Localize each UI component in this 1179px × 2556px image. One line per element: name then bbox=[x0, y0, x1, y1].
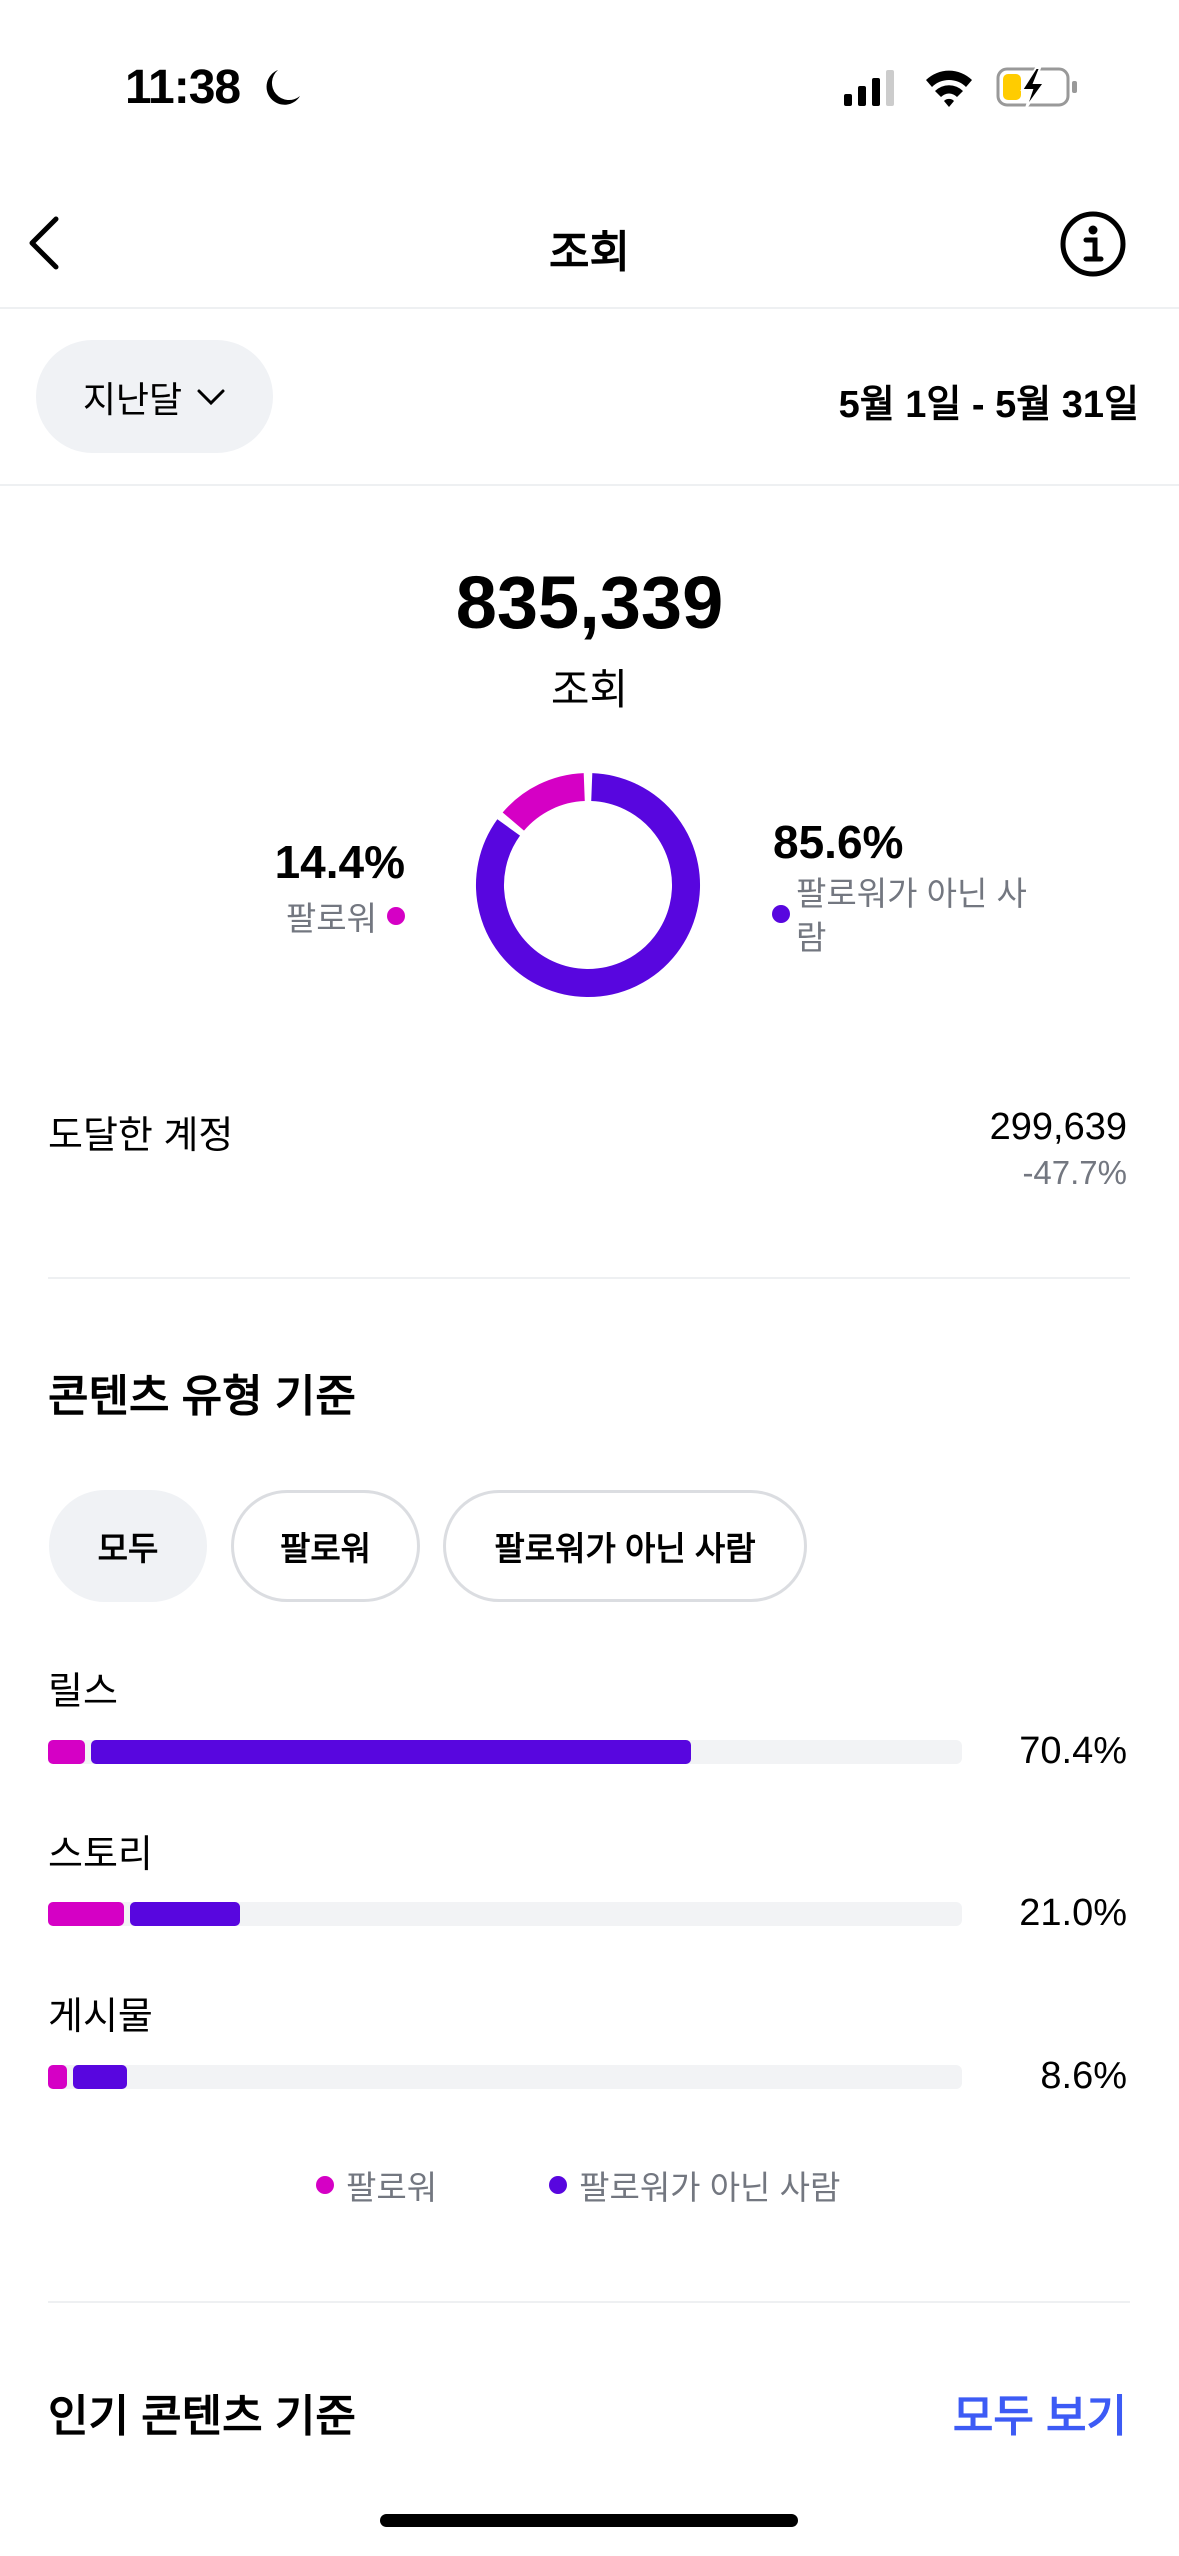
total-views: 835,339 bbox=[455, 561, 724, 644]
top-content-title: 인기 콘텐츠 기준 bbox=[48, 2392, 356, 2441]
divider bbox=[48, 1277, 1130, 1279]
wifi-icon bbox=[926, 70, 972, 107]
bar-segment-followers bbox=[48, 1902, 124, 1926]
bar-segment-non-followers bbox=[129, 1902, 240, 1926]
bar-label-stories: 스토리 bbox=[48, 1834, 153, 1876]
donut-slice-non-followers bbox=[476, 773, 700, 997]
tab-all[interactable]: 모두 bbox=[49, 1490, 207, 1602]
reach-change: -47.7% bbox=[1022, 1154, 1127, 1191]
info-icon[interactable] bbox=[1058, 209, 1128, 279]
bar-segment-non-followers bbox=[73, 2065, 127, 2089]
bar-pct-stories: 21.0% bbox=[1019, 1892, 1127, 1934]
views-donut-chart bbox=[476, 773, 700, 997]
followers-legend: 팔로워 bbox=[286, 892, 405, 940]
legend-non-followers: 팔로워가 아닌 사람 bbox=[579, 2169, 841, 2206]
nav-bar: 조회 bbox=[0, 190, 1179, 300]
period-label: 지난달 bbox=[82, 378, 183, 420]
bar-label-reels: 릴스 bbox=[48, 1671, 118, 1713]
battery-charging-icon bbox=[996, 67, 1077, 108]
bar-segment-followers bbox=[48, 2065, 68, 2089]
total-views-label: 조회 bbox=[550, 666, 629, 713]
non-followers-pct: 85.6% bbox=[773, 816, 904, 868]
divider bbox=[0, 307, 1179, 309]
non-followers-dot bbox=[772, 905, 790, 923]
see-all-link[interactable]: 모두 보기 bbox=[952, 2392, 1127, 2441]
bar-track-stories bbox=[48, 1902, 962, 1926]
followers-label: 팔로워 bbox=[285, 900, 377, 937]
home-indicator bbox=[380, 2514, 798, 2527]
content-type-title: 콘텐츠 유형 기준 bbox=[48, 1372, 356, 1421]
non-followers-label: 팔로워가 아닌 사람 bbox=[796, 875, 1027, 956]
followers-pct: 14.4% bbox=[274, 836, 405, 888]
bar-segment-non-followers bbox=[90, 1740, 692, 1764]
period-dropdown[interactable]: 지난달 bbox=[36, 340, 273, 453]
legend-followers: 팔로워 bbox=[346, 2169, 438, 2206]
reach-label: 도달한 계정 bbox=[48, 1115, 234, 1157]
page-title: 조회 bbox=[549, 228, 630, 277]
reach-value: 299,639 bbox=[989, 1106, 1127, 1148]
bar-segment-followers bbox=[48, 1740, 85, 1764]
donut-slice-followers bbox=[502, 773, 586, 831]
bar-track-posts bbox=[48, 2065, 962, 2089]
legend-non-followers-dot bbox=[549, 2176, 568, 2194]
legend: 팔로워 팔로워가 아닌 사람 bbox=[316, 2161, 840, 2209]
tab-non-followers[interactable]: 팔로워가 아닌 사람 bbox=[443, 1490, 807, 1602]
date-range: 5월 1일 - 5월 31일 bbox=[838, 384, 1139, 426]
divider bbox=[0, 484, 1179, 486]
cellular-signal-icon bbox=[844, 70, 894, 106]
bar-label-posts: 게시물 bbox=[48, 1996, 153, 2038]
status-bar: 11:38 bbox=[0, 0, 1179, 150]
chevron-left-icon[interactable] bbox=[24, 213, 64, 273]
divider bbox=[48, 2301, 1130, 2303]
bar-track-reels bbox=[48, 1740, 962, 1764]
bar-pct-posts: 8.6% bbox=[1040, 2055, 1127, 2097]
moon-icon bbox=[266, 70, 300, 105]
status-time: 11:38 bbox=[125, 61, 241, 114]
bar-pct-reels: 70.4% bbox=[1019, 1730, 1127, 1772]
followers-dot bbox=[387, 907, 405, 925]
tab-followers[interactable]: 팔로워 bbox=[231, 1490, 420, 1602]
legend-followers-dot bbox=[316, 2176, 334, 2194]
chevron-down-icon bbox=[197, 389, 225, 405]
